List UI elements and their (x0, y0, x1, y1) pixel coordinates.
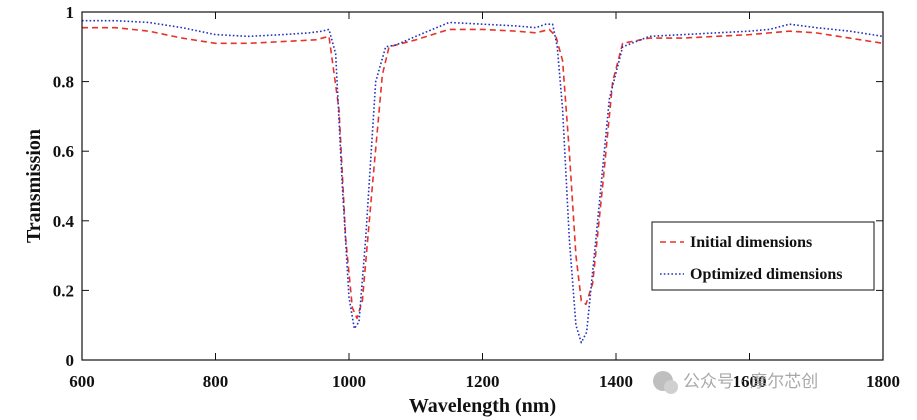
legend-box (651, 221, 875, 291)
y-tick-label: 0.2 (53, 281, 74, 300)
watermark: 公众号 · 摩尔芯创 (653, 371, 818, 394)
y-tick-label: 0 (66, 351, 75, 370)
x-tick-label: 1000 (332, 372, 366, 391)
axis-ticks: 600 800 1000 1200 1400 1600 1800 0 0.2 0.4 0.6 0.8 1 (53, 3, 900, 391)
plot-frame (81, 11, 884, 361)
x-tick-label: 600 (69, 372, 95, 391)
x-tick-label: 1200 (466, 372, 500, 391)
x-tick-label: 1800 (866, 372, 900, 391)
y-tick-label: 1 (66, 3, 75, 22)
legend-label-optimized: Optimized dimensions (690, 266, 842, 283)
x-tick-label: 800 (203, 372, 229, 391)
watermark-text: 公众号 · 摩尔芯创 (683, 372, 818, 392)
y-tick-label: 0.8 (53, 73, 74, 92)
series-line-initial (82, 26, 884, 320)
y-axis-title: Transmission (23, 129, 45, 243)
series-layer (82, 19, 884, 344)
x-tick-label: 1600 (733, 372, 767, 391)
series-line-optimized (82, 19, 884, 344)
x-axis-title: Wavelength (nm) (409, 395, 556, 417)
legend: Initial dimensions Optimized dimensions (651, 221, 875, 291)
x-tick-label: 1400 (599, 372, 633, 391)
wechat-icon-bubble (664, 380, 678, 394)
y-tick-label: 0.6 (53, 142, 74, 161)
legend-label-initial: Initial dimensions (690, 234, 812, 251)
y-tick-label: 0.4 (53, 212, 75, 231)
